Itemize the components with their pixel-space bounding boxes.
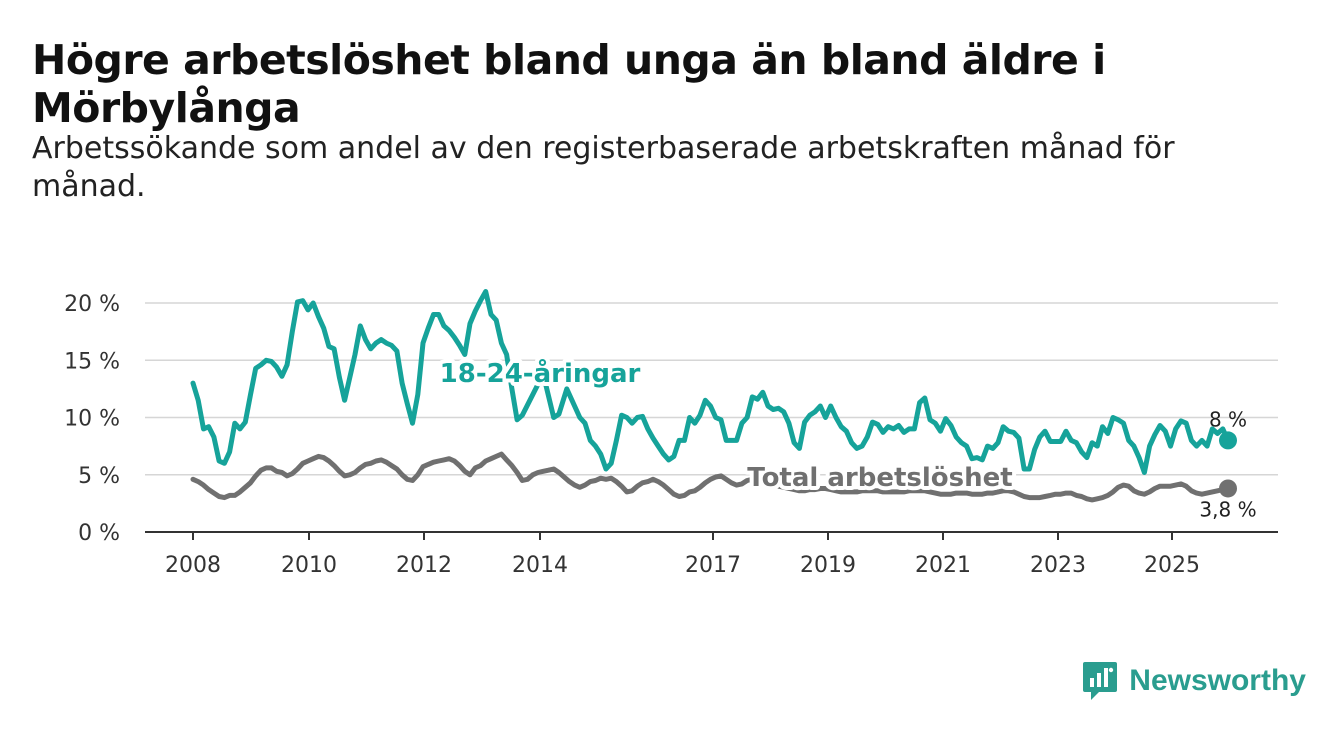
y-tick-label: 10 %	[64, 407, 120, 432]
x-tick-label: 2012	[396, 553, 452, 578]
x-tick-label: 2008	[165, 553, 221, 578]
series-line-youth	[190, 289, 1231, 475]
y-tick-label: 20 %	[64, 292, 120, 317]
series-label-total: Total arbetslöshet	[747, 463, 1012, 493]
series-label-youth: 18-24-åringar	[440, 357, 641, 389]
series-labels: 8 % 3,8 % 18-24-åringar Total arbetslöshet	[436, 353, 1257, 521]
x-tick-label: 2023	[1030, 553, 1086, 578]
chart-subtitle: Arbetssökande som andel av den registerb…	[32, 131, 1175, 204]
brand-name: Newsworthy	[1129, 664, 1306, 697]
series-end-label: 3,8 %	[1199, 497, 1256, 521]
series-lines	[190, 289, 1237, 503]
y-tick-label: 5 %	[78, 464, 120, 489]
x-tick-label: 2025	[1144, 553, 1200, 578]
brand-logo: Newsworthy	[1081, 660, 1306, 702]
series-line-total	[190, 451, 1231, 503]
x-tick-label: 2017	[685, 553, 741, 578]
series-end-point	[1219, 479, 1237, 498]
x-axis-ticks: 2008 2010 2012 2014 2017 2019 2021 2023 2025	[165, 532, 1200, 578]
x-tick-label: 2019	[800, 553, 856, 578]
series-end-point	[1219, 431, 1237, 450]
gridlines	[145, 302, 1278, 476]
x-tick-label: 2010	[281, 553, 337, 578]
series-end-label: 8 %	[1209, 407, 1247, 431]
y-axis-ticks: 0 % 5 % 10 % 15 % 20 %	[64, 292, 120, 546]
x-tick-label: 2021	[915, 553, 971, 578]
x-tick-label: 2014	[512, 553, 568, 578]
bar-chart-speech-bubble-icon	[1083, 662, 1118, 700]
y-tick-label: 15 %	[64, 349, 120, 374]
chart-title: Högre arbetslöshet bland unga än bland ä…	[32, 36, 1106, 132]
y-tick-label: 0 %	[78, 521, 120, 546]
